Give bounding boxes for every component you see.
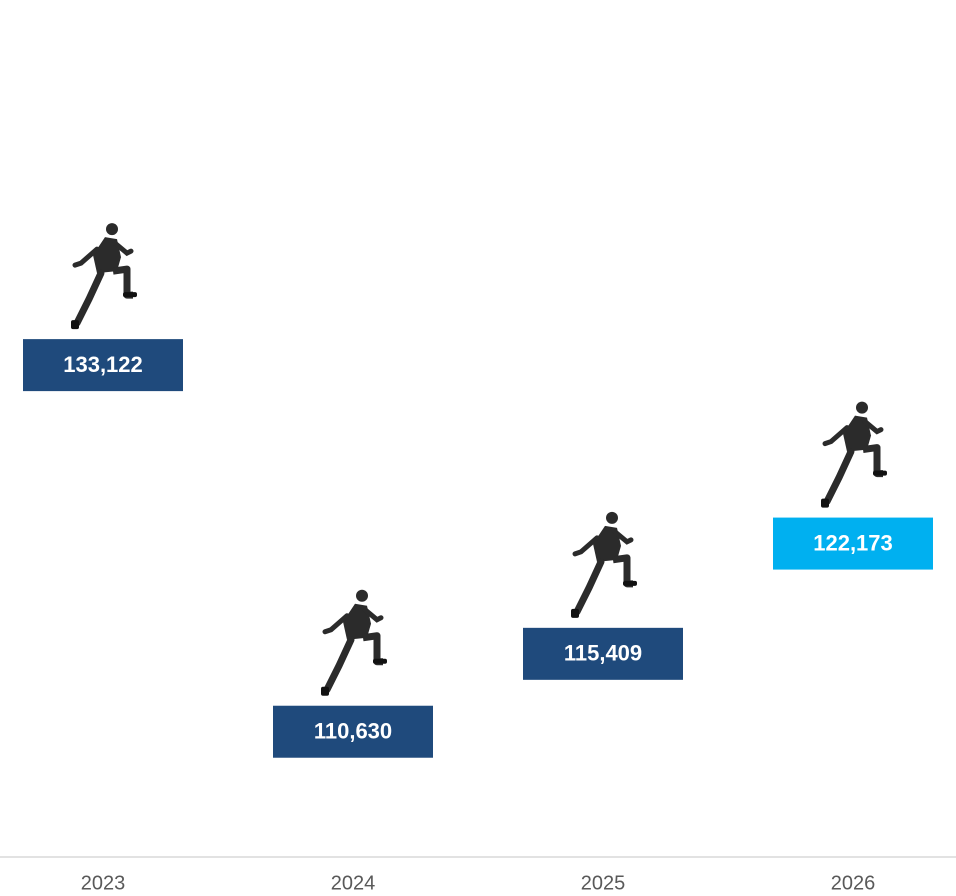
runner-leg-front: [112, 265, 133, 299]
runner-shoe: [71, 320, 79, 330]
runner-body: [343, 603, 371, 640]
runner-shoe: [373, 658, 387, 664]
x-tick-label: 2026: [831, 872, 876, 894]
value-label: 122,173: [813, 530, 893, 555]
runner-head: [356, 589, 368, 602]
runner-head: [606, 511, 618, 524]
value-box: [23, 339, 183, 392]
value-label: 115,409: [564, 641, 642, 666]
runner-leg-front: [862, 444, 883, 478]
runner-shoe: [821, 498, 829, 508]
runner-arm: [572, 529, 634, 557]
runner-leg-back: [573, 558, 605, 616]
value-box: [273, 705, 433, 758]
runner-head: [106, 223, 118, 236]
runner-leg-back: [823, 448, 855, 506]
runner-shoe: [873, 470, 887, 476]
value-label: 110,630: [314, 719, 392, 744]
runner-leg-back: [323, 636, 355, 694]
x-tick-label: 2023: [81, 872, 126, 894]
runner-arm: [322, 607, 384, 635]
runner-arm: [72, 240, 134, 268]
runner-arm: [822, 419, 884, 447]
value-label: 133,122: [63, 352, 143, 377]
runner-body: [593, 525, 621, 562]
runner-shoe: [321, 686, 329, 696]
runner-leg-front: [612, 554, 633, 588]
runner-leg-back: [73, 269, 105, 327]
runner-body: [93, 237, 121, 274]
runner-body: [843, 415, 871, 452]
runner-shoe: [623, 580, 637, 586]
runner-shoe: [571, 608, 579, 618]
value-box: [773, 517, 933, 570]
runner-icon: [71, 223, 137, 330]
runner-leg-front: [362, 632, 383, 666]
x-tick-label: 2024: [331, 872, 376, 894]
runner-icon: [571, 511, 637, 618]
runner-shoe: [123, 292, 137, 298]
runner-icon: [821, 401, 887, 508]
runner-head: [856, 401, 868, 414]
runner-icon: [321, 589, 387, 696]
value-box: [523, 627, 683, 680]
x-tick-label: 2025: [581, 872, 626, 894]
